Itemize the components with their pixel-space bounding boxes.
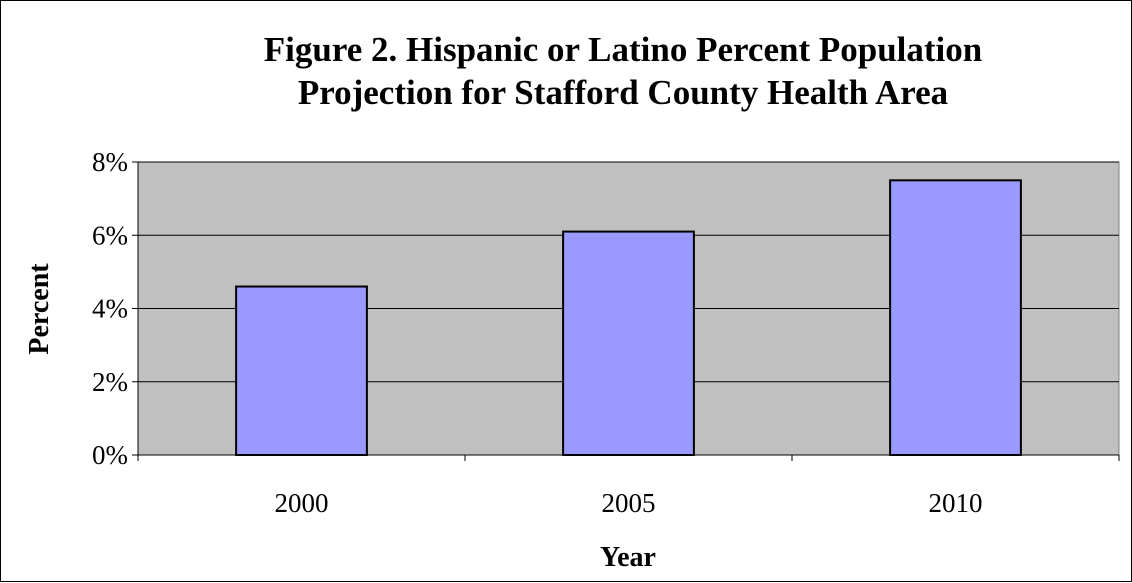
x-tick-label: 2005 bbox=[602, 488, 656, 518]
y-tick-labels: 0% 2% 4% 6% 8% bbox=[92, 147, 128, 470]
bar-2000 bbox=[235, 285, 368, 456]
x-tick-label: 2000 bbox=[275, 488, 329, 518]
y-tick-label: 6% bbox=[92, 220, 128, 250]
bar-2010 bbox=[889, 179, 1022, 456]
y-tick-label: 4% bbox=[92, 294, 128, 324]
x-tick-labels: 2000 2005 2010 bbox=[275, 488, 983, 518]
y-tick-label: 8% bbox=[92, 147, 128, 177]
x-tick-label: 2010 bbox=[929, 488, 983, 518]
bar-2005 bbox=[562, 230, 695, 456]
x-axis-label: Year bbox=[600, 542, 656, 573]
chart-title-line-1: Figure 2. Hispanic or Latino Percent Pop… bbox=[264, 30, 983, 69]
y-tick-label: 2% bbox=[92, 367, 128, 397]
axes bbox=[137, 162, 1120, 461]
y-axis-label: Percent bbox=[24, 263, 55, 355]
y-tick-label: 0% bbox=[92, 440, 128, 470]
bars bbox=[235, 179, 1022, 456]
chart-title-line-2: Projection for Stafford County Health Ar… bbox=[298, 73, 948, 112]
